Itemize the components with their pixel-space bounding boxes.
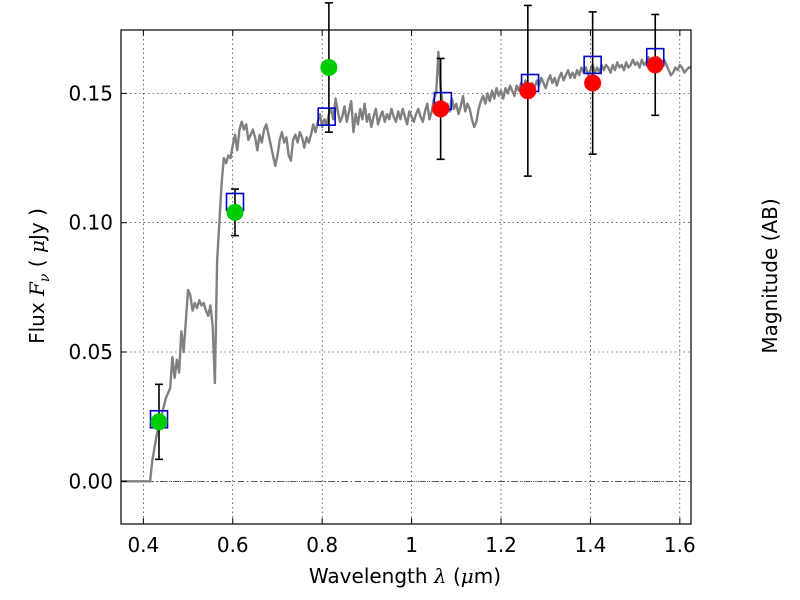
grid-lines <box>121 30 691 524</box>
observed-point <box>432 100 450 118</box>
y-tick-label: 0.15 <box>68 81 113 105</box>
model-bandpass-squares <box>149 47 665 429</box>
x-tick-label: 1 <box>405 533 418 557</box>
y-tick-label: 0.00 <box>68 469 113 493</box>
x-tick-label: 0.6 <box>217 533 249 557</box>
x-tick-label: 1.2 <box>485 533 517 557</box>
y-tick-labels: 0.00 0.05 0.10 0.15 <box>68 81 113 493</box>
y-axis-label: Flux Fν ( μJy ) <box>25 208 53 344</box>
observed-point <box>584 74 602 92</box>
observed-point <box>150 413 168 431</box>
sed-model-curve <box>121 50 691 483</box>
model-square-point <box>583 55 602 75</box>
y-tick-label: 0.05 <box>68 340 113 364</box>
x-tick-label: 0.4 <box>127 533 159 557</box>
axis-ticks <box>121 30 681 524</box>
observed-point <box>320 59 338 77</box>
observed-point <box>646 56 664 74</box>
observed-points <box>150 56 664 431</box>
y-tick-label: 0.10 <box>68 211 113 235</box>
magnitude-axis-label: Magnitude (AB) <box>758 198 782 353</box>
plot-frame <box>120 29 692 525</box>
x-tick-label: 0.8 <box>306 533 338 557</box>
sed-model-line <box>121 50 691 483</box>
observed-point <box>519 82 537 100</box>
model-square-point <box>317 107 336 126</box>
x-axis-label: Wavelength λ (μm) <box>309 564 501 588</box>
x-tick-label: 1.4 <box>575 533 607 557</box>
x-tick-label: 1.6 <box>664 533 696 557</box>
x-tick-labels: 0.4 0.6 0.8 1 1.2 1.4 1.6 <box>127 533 695 557</box>
observed-point <box>226 203 244 221</box>
